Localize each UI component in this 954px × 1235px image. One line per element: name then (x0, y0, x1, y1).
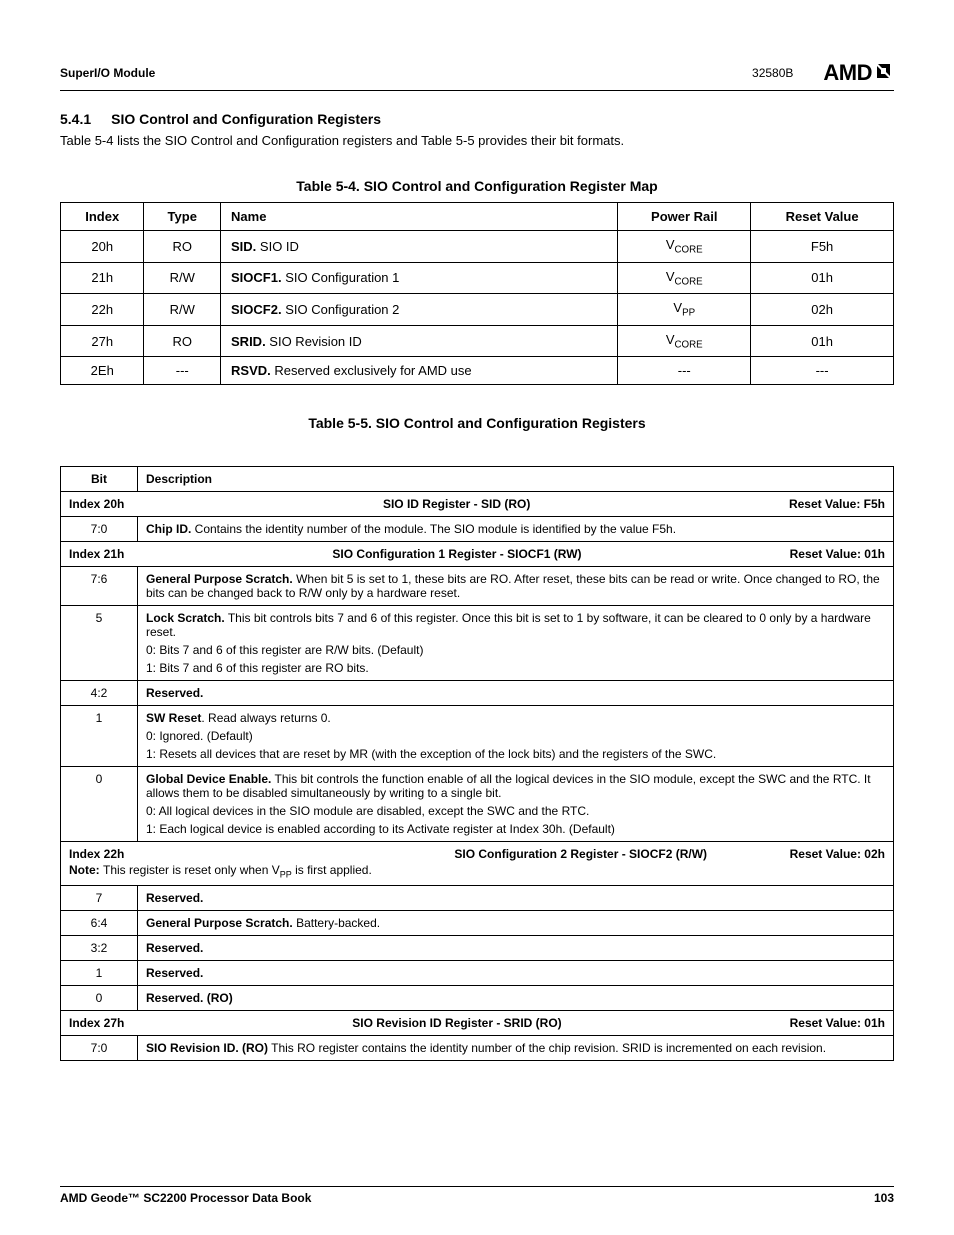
t1-header: Power Rail (618, 203, 751, 231)
register-index-row: Index 21hSIO Configuration 1 Register - … (61, 542, 894, 567)
bit-row: 6:4General Purpose Scratch. Battery-back… (61, 910, 894, 935)
footer-book-title: AMD Geode™ SC2200 Processor Data Book (60, 1191, 311, 1205)
page-header: SuperI/O Module 32580B AMD (60, 60, 894, 91)
bit-row: 1Reserved. (61, 960, 894, 985)
bit-row: 1SW Reset. Read always returns 0.0: Igno… (61, 706, 894, 767)
bit-row: 0Global Device Enable. This bit controls… (61, 767, 894, 842)
register-bits-table: Bit Description Index 20hSIO ID Register… (60, 466, 894, 1060)
page-footer: AMD Geode™ SC2200 Processor Data Book 10… (60, 1186, 894, 1205)
section-heading: 5.4.1 SIO Control and Configuration Regis… (60, 111, 894, 127)
section-title: SIO Control and Configuration Registers (111, 111, 381, 127)
register-index-row: Index 27hSIO Revision ID Register - SRID… (61, 1010, 894, 1035)
section-body: Table 5-4 lists the SIO Control and Conf… (60, 133, 894, 148)
footer-page-number: 103 (874, 1191, 894, 1205)
header-module: SuperI/O Module (60, 66, 155, 80)
table-row: 2Eh---RSVD. Reserved exclusively for AMD… (61, 357, 894, 385)
section-number: 5.4.1 (60, 111, 91, 127)
table-row: 22hR/WSIOCF2. SIO Configuration 2VPP02h (61, 294, 894, 326)
table1-caption: Table 5-4. SIO Control and Configuration… (60, 178, 894, 194)
register-index-row: Index 22hNote: This register is reset on… (61, 842, 894, 885)
header-doc-code: 32580B (752, 66, 793, 80)
t1-header: Type (144, 203, 221, 231)
t1-header: Name (221, 203, 618, 231)
t1-header: Index (61, 203, 144, 231)
bit-row: 3:2Reserved. (61, 935, 894, 960)
col-bit: Bit (61, 467, 138, 492)
table-row: 21hR/WSIOCF1. SIO Configuration 1VCORE01… (61, 262, 894, 294)
table-row: 27hROSRID. SIO Revision IDVCORE01h (61, 325, 894, 357)
bit-row: 5Lock Scratch. This bit controls bits 7 … (61, 606, 894, 681)
t1-header: Reset Value (751, 203, 894, 231)
register-index-row: Index 20hSIO ID Register - SID (RO)Reset… (61, 492, 894, 517)
bit-row: 7:6General Purpose Scratch. When bit 5 i… (61, 567, 894, 606)
register-map-table: IndexTypeNamePower RailReset Value 20hRO… (60, 202, 894, 385)
bit-row: 7:0Chip ID. Contains the identity number… (61, 517, 894, 542)
col-description: Description (138, 467, 894, 492)
amd-logo: AMD (823, 60, 894, 86)
bit-row: 4:2Reserved. (61, 681, 894, 706)
table-row: 20hROSID. SIO IDVCOREF5h (61, 231, 894, 263)
table2-caption: Table 5-5. SIO Control and Configuration… (60, 415, 894, 431)
bit-row: 7:0SIO Revision ID. (RO) This RO registe… (61, 1035, 894, 1060)
bit-row: 7Reserved. (61, 885, 894, 910)
bit-row: 0Reserved. (RO) (61, 985, 894, 1010)
